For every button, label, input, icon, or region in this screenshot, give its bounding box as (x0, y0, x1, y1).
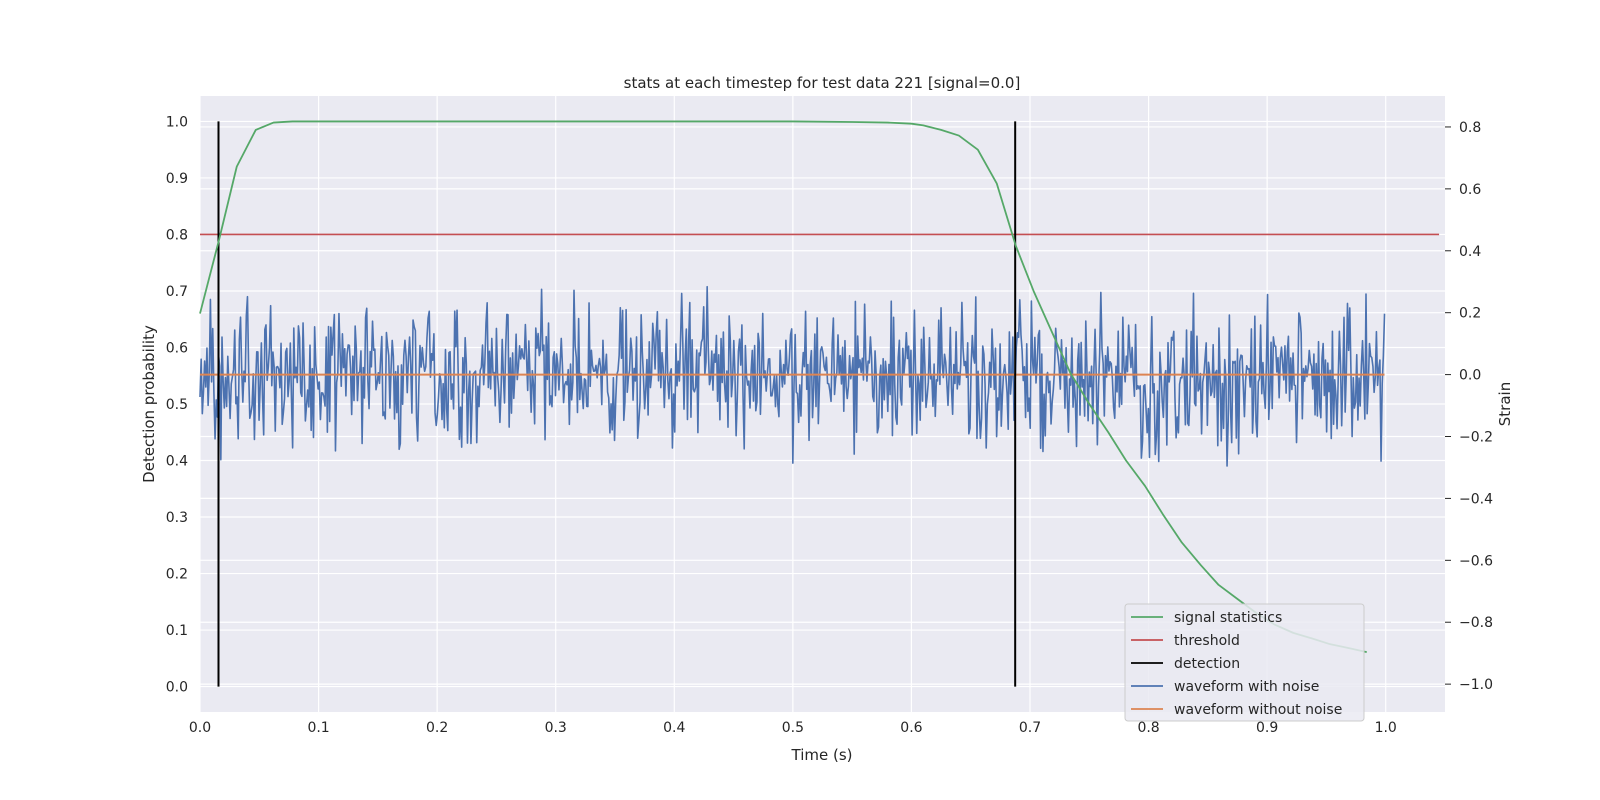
x-tick-label: 0.3 (545, 720, 567, 736)
y-left-tick-label: 0.2 (166, 567, 188, 583)
x-tick-label: 0.6 (900, 720, 922, 736)
legend: signal statistics threshold detection wa… (1124, 603, 1365, 722)
y-right-tick-label: 0.2 (1459, 306, 1481, 322)
y-right-tick-label: −1.0 (1459, 677, 1493, 693)
y-left-tick-label: 0.0 (166, 680, 188, 696)
x-tick-label: 0.2 (426, 720, 448, 736)
legend-label-signal-statistics: signal statistics (1174, 610, 1282, 626)
y-axis-title-right: Strain (1496, 382, 1514, 426)
y-left-tick-label: 0.6 (166, 340, 188, 356)
ticks-layer: 0.0 0.1 0.2 0.3 0.4 0.5 0.6 0.7 0.8 0.9 1.0 0.0 0.1 0… (166, 114, 1493, 736)
legend-box (1124, 603, 1365, 722)
legend-label-waveform-without-noise: waveform without noise (1174, 702, 1342, 718)
y-left-tick-label: 0.3 (166, 510, 188, 526)
y-left-tick-label: 0.8 (166, 227, 188, 243)
waveform-with-noise-line (199, 285, 1386, 467)
legend-label-waveform-with-noise: waveform with noise (1174, 679, 1319, 695)
y-left-tick-label: 1.0 (166, 114, 188, 130)
x-axis-title: Time (s) (791, 746, 853, 764)
y-right-tick-label: 0.6 (1459, 182, 1481, 198)
x-tick-label: 0.9 (1256, 720, 1278, 736)
y-right-tick-label: 0.4 (1459, 244, 1481, 260)
y-axis-title-left: Detection probability (140, 325, 158, 483)
y-right-tick-label: 0.8 (1459, 120, 1481, 136)
x-tick-label: 1.0 (1375, 720, 1397, 736)
y-left-tick-label: 0.4 (166, 454, 188, 470)
y-right-tick-label: −0.8 (1459, 615, 1493, 631)
y-left-tick-label: 0.9 (166, 171, 188, 187)
legend-label-detection: detection (1174, 656, 1240, 672)
x-tick-label: 0.7 (1019, 720, 1041, 736)
x-tick-label: 0.5 (782, 720, 804, 736)
y-right-tick-label: −0.2 (1459, 430, 1493, 446)
y-left-tick-label: 0.1 (166, 623, 188, 639)
y-right-tick-label: −0.6 (1459, 553, 1493, 569)
x-tick-label: 0.1 (307, 720, 329, 736)
x-tick-label: 0.0 (189, 720, 211, 736)
y-right-tick-label: −0.4 (1459, 491, 1493, 507)
y-right-tick-label: 0.0 (1459, 368, 1481, 384)
y-left-tick-label: 0.5 (166, 397, 188, 413)
y-left-tick-label: 0.7 (166, 284, 188, 300)
x-tick-label: 0.8 (1137, 720, 1159, 736)
x-tick-label: 0.4 (663, 720, 685, 736)
legend-label-threshold: threshold (1174, 633, 1240, 649)
chart-title: stats at each timestep for test data 221… (624, 74, 1021, 92)
